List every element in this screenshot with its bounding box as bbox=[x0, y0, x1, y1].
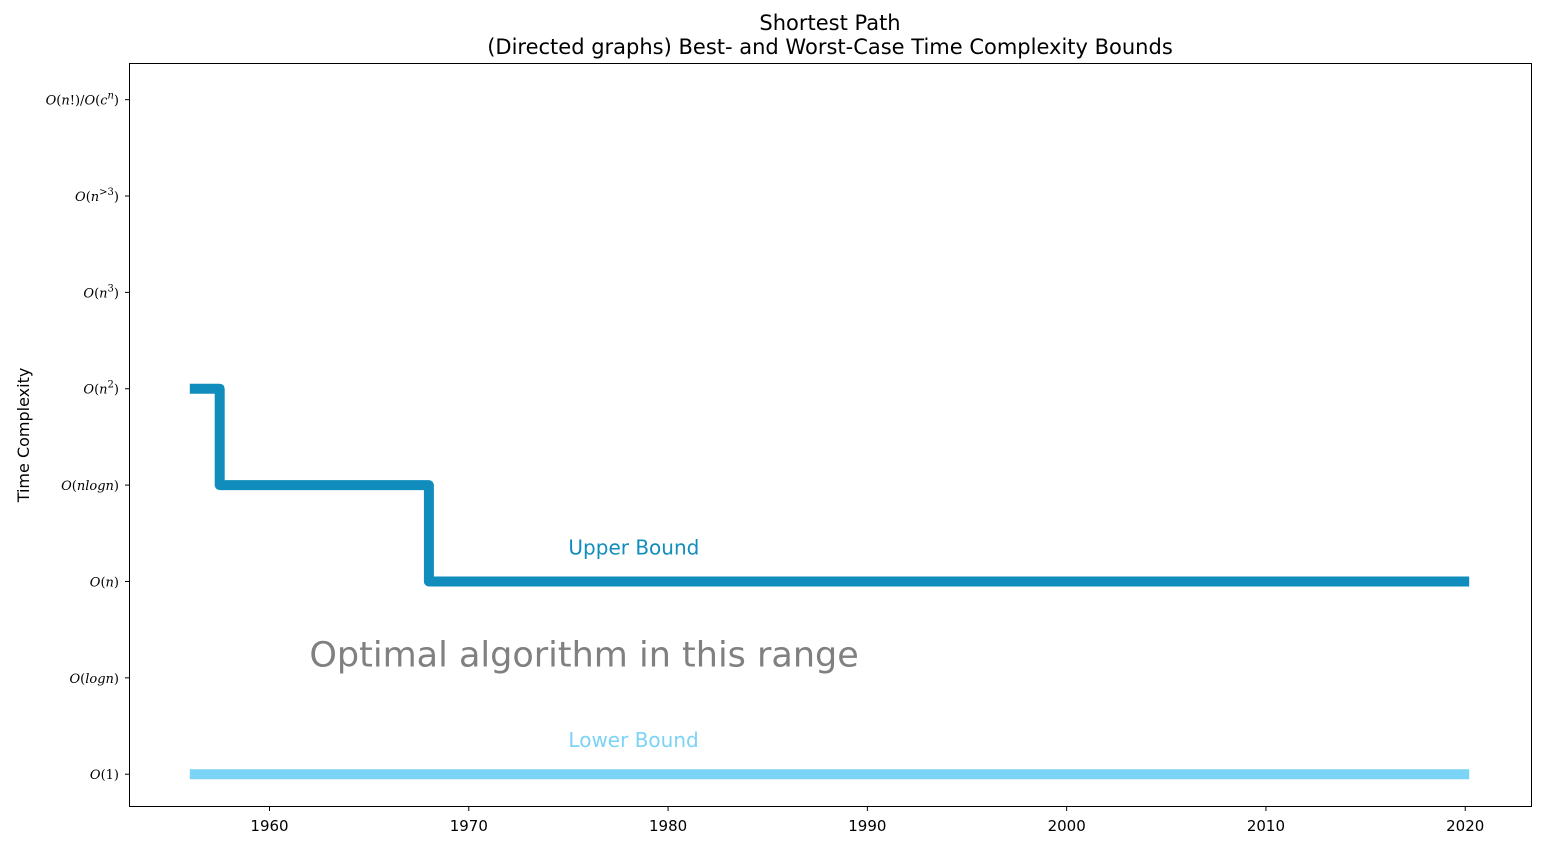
y-tick-label-1: O(logn) bbox=[69, 672, 119, 687]
x-tick-label-5: 2010 bbox=[1247, 817, 1285, 835]
x-tick-label-2: 1980 bbox=[649, 817, 687, 835]
y-tick-label-7: O(n!)/O(cn​) bbox=[46, 91, 119, 109]
y-tick-label-2: O(n) bbox=[90, 575, 119, 590]
y-tick-label-4: O(n2​) bbox=[83, 380, 119, 398]
x-tick-label-1: 1970 bbox=[450, 817, 488, 835]
y-tick-label-6: O(n>3​) bbox=[75, 187, 119, 205]
x-tick-label-3: 1990 bbox=[848, 817, 886, 835]
annotation-0: Optimal algorithm in this range bbox=[309, 635, 858, 675]
series-line-0 bbox=[189, 383, 1470, 587]
x-tick-label-4: 2000 bbox=[1048, 817, 1086, 835]
chart-subtitle: (Directed graphs) Best- and Worst-Case T… bbox=[487, 35, 1173, 59]
x-tick-label-6: 2020 bbox=[1446, 817, 1484, 835]
y-axis-label: Time Complexity bbox=[14, 368, 33, 504]
y-tick-label-0: O(1) bbox=[90, 768, 119, 783]
plot-frame bbox=[129, 63, 1532, 807]
series-label-1: Lower Bound bbox=[568, 728, 698, 752]
x-tick-label-0: 1960 bbox=[250, 817, 288, 835]
y-tick-label-3: O(nlogn) bbox=[61, 479, 119, 494]
series-layer bbox=[189, 383, 1470, 780]
label-layer: Upper Bound Lower Bound Optimal algorithm … bbox=[309, 535, 858, 752]
chart-title: Shortest Path bbox=[759, 11, 900, 35]
series-label-0: Upper Bound bbox=[568, 535, 699, 559]
axes-layer: 1960 1970 1980 1990 2000 2010 2020 O(1) O(logn) O… bbox=[46, 91, 1485, 835]
y-tick-label-5: O(n3​) bbox=[83, 283, 119, 301]
